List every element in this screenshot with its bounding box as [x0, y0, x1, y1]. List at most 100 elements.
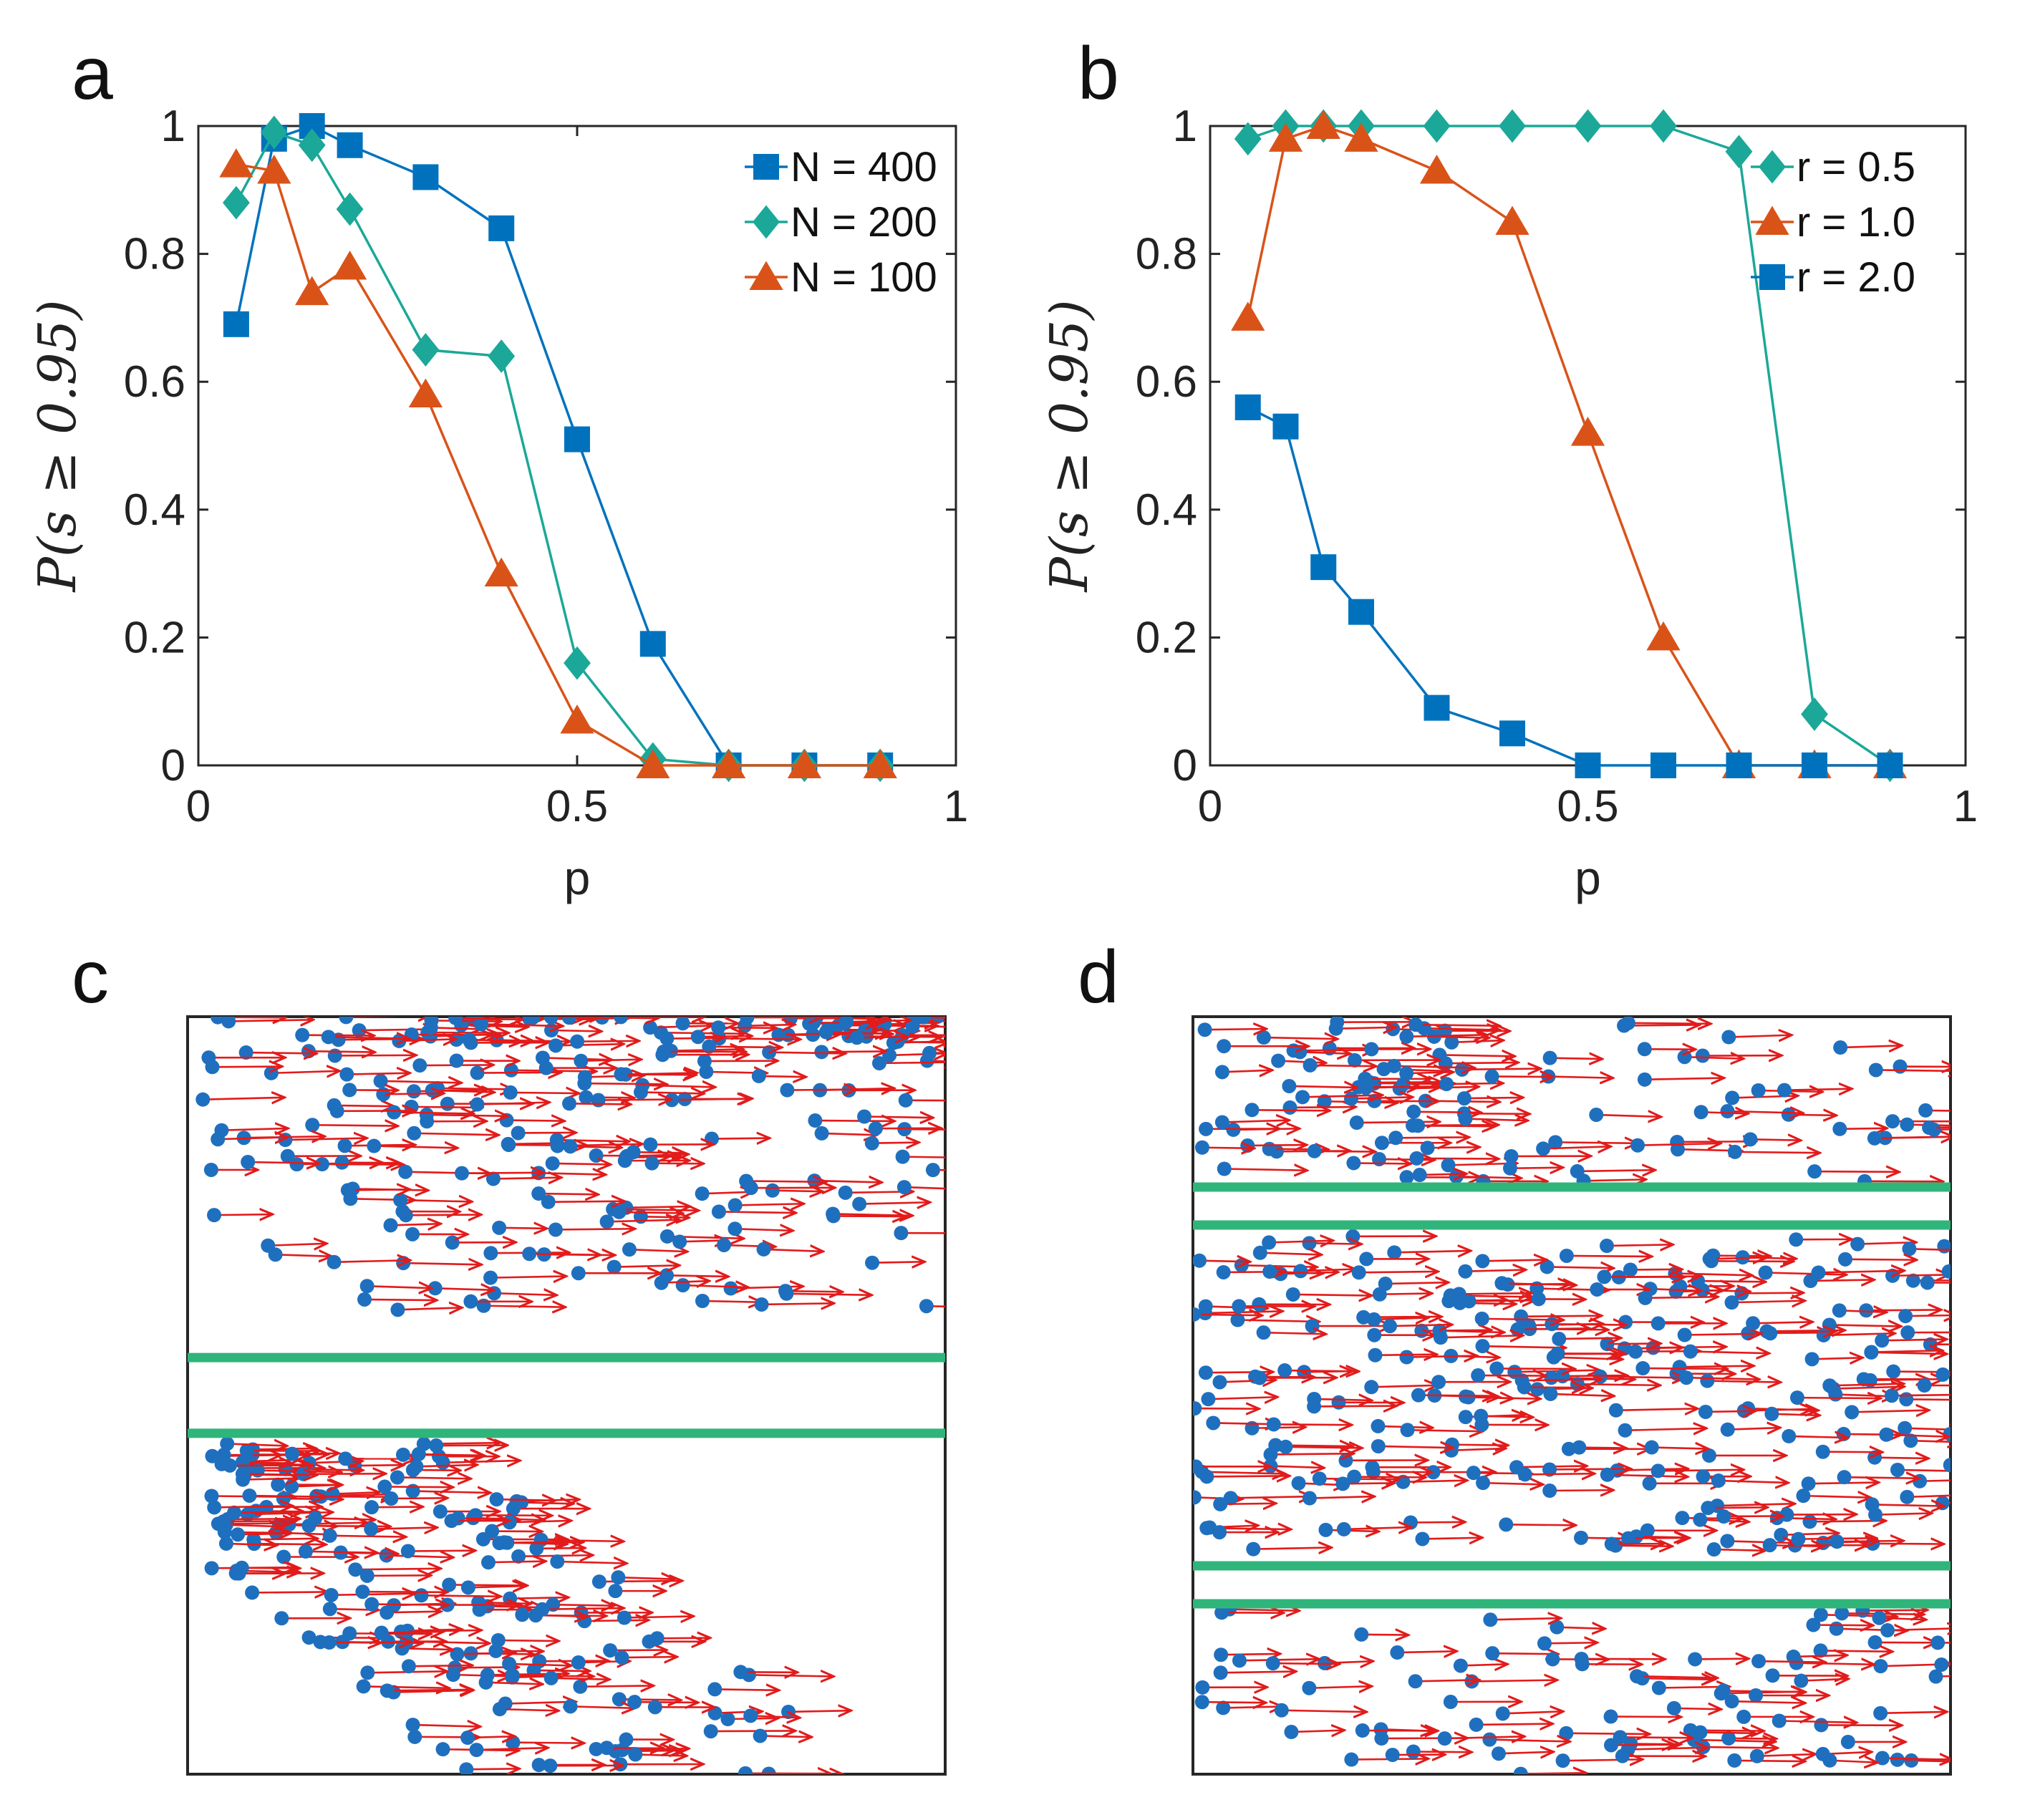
velocity-arrow	[1759, 1661, 1825, 1662]
agent-dot	[589, 1148, 604, 1163]
agent-dot	[264, 1065, 279, 1080]
data-point	[639, 631, 666, 657]
agent-dot	[1399, 1350, 1414, 1365]
agent-dot	[1543, 1386, 1558, 1401]
agent-dot	[1194, 1140, 1209, 1155]
agent-dot	[301, 1044, 316, 1059]
velocity-arrow	[1709, 1257, 1766, 1259]
data-point	[1268, 122, 1303, 152]
velocity-arrow	[536, 1615, 606, 1616]
agent-dot	[1542, 1483, 1557, 1499]
velocity-arrow	[1718, 1481, 1789, 1483]
velocity-arrow	[1416, 1158, 1499, 1159]
agent-dot	[492, 1220, 507, 1235]
agent-dot	[1720, 1422, 1735, 1437]
velocity-arrow	[879, 1062, 945, 1063]
chart-c	[186, 1015, 947, 1776]
agent-dot	[1244, 1103, 1260, 1118]
agent-dot	[1466, 1466, 1481, 1481]
agent-dot	[355, 1584, 370, 1599]
agent-dot	[1763, 1326, 1778, 1341]
velocity-arrow	[1310, 1065, 1376, 1066]
velocity-arrow	[633, 1152, 685, 1153]
velocity-arrow	[929, 1052, 945, 1055]
agent-dot	[241, 1155, 256, 1170]
agent-dot	[1550, 1620, 1565, 1635]
velocity-arrow	[1643, 1368, 1727, 1369]
agent-dot	[814, 1126, 829, 1141]
velocity-arrow	[1684, 1057, 1744, 1058]
agent-dot	[329, 1103, 344, 1118]
velocity-arrow	[599, 1581, 682, 1582]
agent-dot	[1749, 1688, 1764, 1703]
agent-dot	[1513, 1766, 1528, 1774]
agent-dot	[1943, 1426, 1951, 1441]
agent-dot	[1482, 1732, 1497, 1747]
agent-dot	[1559, 1725, 1574, 1741]
agent-dot	[1736, 1709, 1751, 1724]
agent-dot	[550, 1138, 565, 1153]
agent-dot	[738, 1766, 753, 1774]
agent-dot	[1930, 1635, 1946, 1650]
velocity-arrow	[761, 1303, 834, 1305]
agent-dot	[276, 1549, 291, 1564]
velocity-arrow	[1750, 1139, 1800, 1140]
velocity-arrow	[763, 1249, 823, 1252]
agent-dot	[1291, 1476, 1306, 1491]
agent-dot	[334, 1155, 349, 1170]
agent-dot	[211, 1132, 226, 1147]
velocity-arrow	[1620, 1737, 1693, 1738]
agent-dot	[611, 1570, 626, 1585]
velocity-arrow	[268, 1244, 327, 1246]
agent-dot	[380, 1605, 395, 1620]
agent-dot	[1217, 1161, 1232, 1176]
velocity-arrow	[1544, 1642, 1598, 1643]
agent-dot	[1635, 1361, 1650, 1376]
velocity-arrow	[248, 1162, 319, 1163]
data-point	[1650, 752, 1676, 778]
agent-dot	[204, 1489, 219, 1504]
velocity-arrow	[372, 1604, 448, 1605]
velocity-arrow	[1524, 1473, 1595, 1474]
agent-dot	[393, 1193, 408, 1208]
x-tick-label: 0.5	[546, 782, 608, 831]
agent-dot	[1438, 1023, 1453, 1038]
agent-dot	[511, 1126, 526, 1141]
agent-dot	[871, 1055, 886, 1070]
velocity-arrow	[309, 1461, 362, 1463]
legend-label: r = 2.0	[1797, 254, 1915, 301]
data-point	[484, 557, 518, 587]
velocity-arrow	[1729, 1738, 1777, 1739]
agent-dot	[205, 1448, 220, 1463]
velocity-arrow	[374, 1146, 458, 1148]
y-tick-label: 0.8	[124, 230, 185, 279]
data-point	[711, 749, 746, 778]
agent-dot	[1885, 1114, 1900, 1129]
velocity-arrow	[1270, 1466, 1324, 1468]
agent-dot	[1540, 1259, 1555, 1274]
agent-dot	[500, 1535, 515, 1550]
velocity-arrow	[1644, 1078, 1724, 1080]
velocity-arrow	[542, 1608, 624, 1610]
velocity-arrow	[569, 1103, 631, 1104]
data-point	[1348, 599, 1374, 625]
velocity-arrow	[1289, 1086, 1357, 1088]
velocity-arrow	[328, 1037, 410, 1038]
velocity-arrow	[1673, 1708, 1721, 1709]
velocity-arrow	[1801, 1679, 1848, 1681]
agent-dot	[765, 1183, 780, 1198]
velocity-arrow	[1566, 1256, 1652, 1257]
agent-dot	[322, 1602, 337, 1617]
agent-dot	[1458, 1264, 1473, 1279]
agent-dot	[1474, 1311, 1489, 1326]
velocity-arrow	[552, 1163, 611, 1165]
agent-dot	[532, 1654, 547, 1669]
velocity-arrow	[1606, 1244, 1673, 1246]
agent-dot	[635, 1078, 650, 1093]
x-tick-label: 0	[186, 782, 211, 831]
velocity-arrow	[577, 1041, 639, 1042]
agent-dot	[1503, 1161, 1518, 1176]
velocity-arrow	[241, 1568, 300, 1569]
agent-dot	[195, 1092, 211, 1107]
agent-dot	[579, 1090, 594, 1105]
